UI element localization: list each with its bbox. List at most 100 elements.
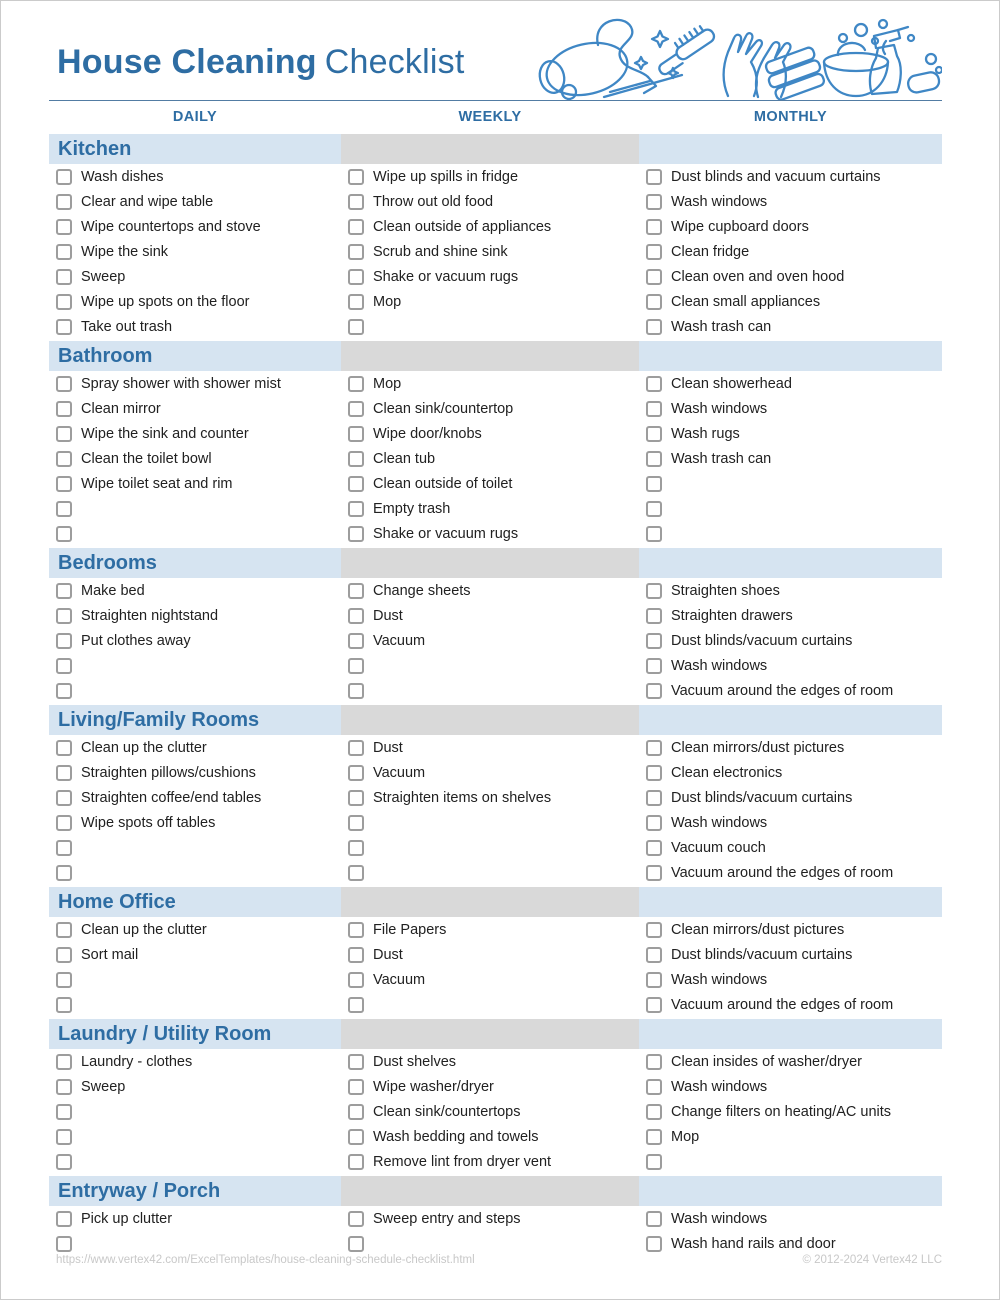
task-checkbox[interactable] (348, 739, 364, 756)
task-checkbox[interactable] (348, 971, 364, 988)
task-checkbox[interactable] (646, 318, 662, 335)
task-checkbox[interactable] (348, 864, 364, 881)
task-checkbox[interactable] (646, 582, 662, 599)
task-checkbox[interactable] (348, 839, 364, 856)
task-checkbox[interactable] (348, 1128, 364, 1145)
task-checkbox[interactable] (56, 1235, 72, 1252)
task-checkbox[interactable] (646, 921, 662, 938)
task-checkbox[interactable] (348, 500, 364, 517)
task-checkbox[interactable] (348, 1153, 364, 1170)
task-checkbox[interactable] (646, 864, 662, 881)
task-checkbox[interactable] (646, 525, 662, 542)
task-checkbox[interactable] (646, 996, 662, 1013)
task-checkbox[interactable] (56, 839, 72, 856)
task-checkbox[interactable] (348, 1078, 364, 1095)
task-checkbox[interactable] (56, 657, 72, 674)
task-checkbox[interactable] (646, 657, 662, 674)
task-checkbox[interactable] (348, 921, 364, 938)
task-checkbox[interactable] (348, 582, 364, 599)
task-checkbox[interactable] (348, 193, 364, 210)
task-checkbox[interactable] (348, 375, 364, 392)
task-checkbox[interactable] (348, 218, 364, 235)
task-checkbox[interactable] (56, 1053, 72, 1070)
task-checkbox[interactable] (56, 243, 72, 260)
task-checkbox[interactable] (348, 425, 364, 442)
footer-url[interactable]: https://www.vertex42.com/ExcelTemplates/… (56, 1254, 475, 1266)
task-checkbox[interactable] (56, 921, 72, 938)
task-checkbox[interactable] (646, 946, 662, 963)
task-checkbox[interactable] (56, 946, 72, 963)
task-checkbox[interactable] (646, 1078, 662, 1095)
task-checkbox[interactable] (348, 1103, 364, 1120)
task-checkbox[interactable] (646, 168, 662, 185)
task-checkbox[interactable] (348, 1210, 364, 1227)
task-checkbox[interactable] (56, 500, 72, 517)
task-checkbox[interactable] (348, 243, 364, 260)
task-checkbox[interactable] (646, 193, 662, 210)
task-checkbox[interactable] (646, 475, 662, 492)
task-checkbox[interactable] (646, 400, 662, 417)
task-checkbox[interactable] (348, 682, 364, 699)
task-checkbox[interactable] (646, 764, 662, 781)
task-checkbox[interactable] (348, 293, 364, 310)
task-checkbox[interactable] (348, 450, 364, 467)
task-checkbox[interactable] (646, 682, 662, 699)
task-checkbox[interactable] (56, 607, 72, 624)
task-checkbox[interactable] (56, 582, 72, 599)
task-checkbox[interactable] (348, 946, 364, 963)
task-checkbox[interactable] (646, 268, 662, 285)
task-checkbox[interactable] (348, 1053, 364, 1070)
task-checkbox[interactable] (646, 1128, 662, 1145)
task-checkbox[interactable] (646, 450, 662, 467)
task-checkbox[interactable] (646, 971, 662, 988)
task-checkbox[interactable] (56, 1078, 72, 1095)
task-checkbox[interactable] (56, 814, 72, 831)
task-checkbox[interactable] (56, 682, 72, 699)
task-checkbox[interactable] (56, 764, 72, 781)
task-checkbox[interactable] (646, 1103, 662, 1120)
task-checkbox[interactable] (646, 632, 662, 649)
task-checkbox[interactable] (348, 318, 364, 335)
task-checkbox[interactable] (56, 1210, 72, 1227)
task-checkbox[interactable] (56, 525, 72, 542)
task-checkbox[interactable] (646, 293, 662, 310)
task-checkbox[interactable] (348, 525, 364, 542)
task-checkbox[interactable] (56, 450, 72, 467)
task-checkbox[interactable] (56, 971, 72, 988)
task-checkbox[interactable] (348, 657, 364, 674)
task-checkbox[interactable] (56, 193, 72, 210)
task-checkbox[interactable] (646, 1153, 662, 1170)
task-checkbox[interactable] (646, 1210, 662, 1227)
task-checkbox[interactable] (646, 739, 662, 756)
task-checkbox[interactable] (56, 318, 72, 335)
task-checkbox[interactable] (348, 1235, 364, 1252)
task-checkbox[interactable] (646, 425, 662, 442)
task-checkbox[interactable] (56, 218, 72, 235)
task-checkbox[interactable] (56, 293, 72, 310)
task-checkbox[interactable] (646, 218, 662, 235)
task-checkbox[interactable] (56, 1103, 72, 1120)
task-checkbox[interactable] (56, 425, 72, 442)
task-checkbox[interactable] (348, 268, 364, 285)
task-checkbox[interactable] (646, 500, 662, 517)
task-checkbox[interactable] (646, 789, 662, 806)
task-checkbox[interactable] (348, 607, 364, 624)
task-checkbox[interactable] (56, 475, 72, 492)
task-checkbox[interactable] (56, 632, 72, 649)
task-checkbox[interactable] (56, 375, 72, 392)
task-checkbox[interactable] (646, 814, 662, 831)
task-checkbox[interactable] (348, 814, 364, 831)
task-checkbox[interactable] (646, 1053, 662, 1070)
task-checkbox[interactable] (56, 789, 72, 806)
task-checkbox[interactable] (56, 1128, 72, 1145)
task-checkbox[interactable] (348, 996, 364, 1013)
task-checkbox[interactable] (348, 764, 364, 781)
task-checkbox[interactable] (56, 268, 72, 285)
task-checkbox[interactable] (348, 475, 364, 492)
task-checkbox[interactable] (348, 789, 364, 806)
task-checkbox[interactable] (56, 864, 72, 881)
task-checkbox[interactable] (348, 632, 364, 649)
task-checkbox[interactable] (348, 168, 364, 185)
task-checkbox[interactable] (56, 739, 72, 756)
task-checkbox[interactable] (56, 1153, 72, 1170)
